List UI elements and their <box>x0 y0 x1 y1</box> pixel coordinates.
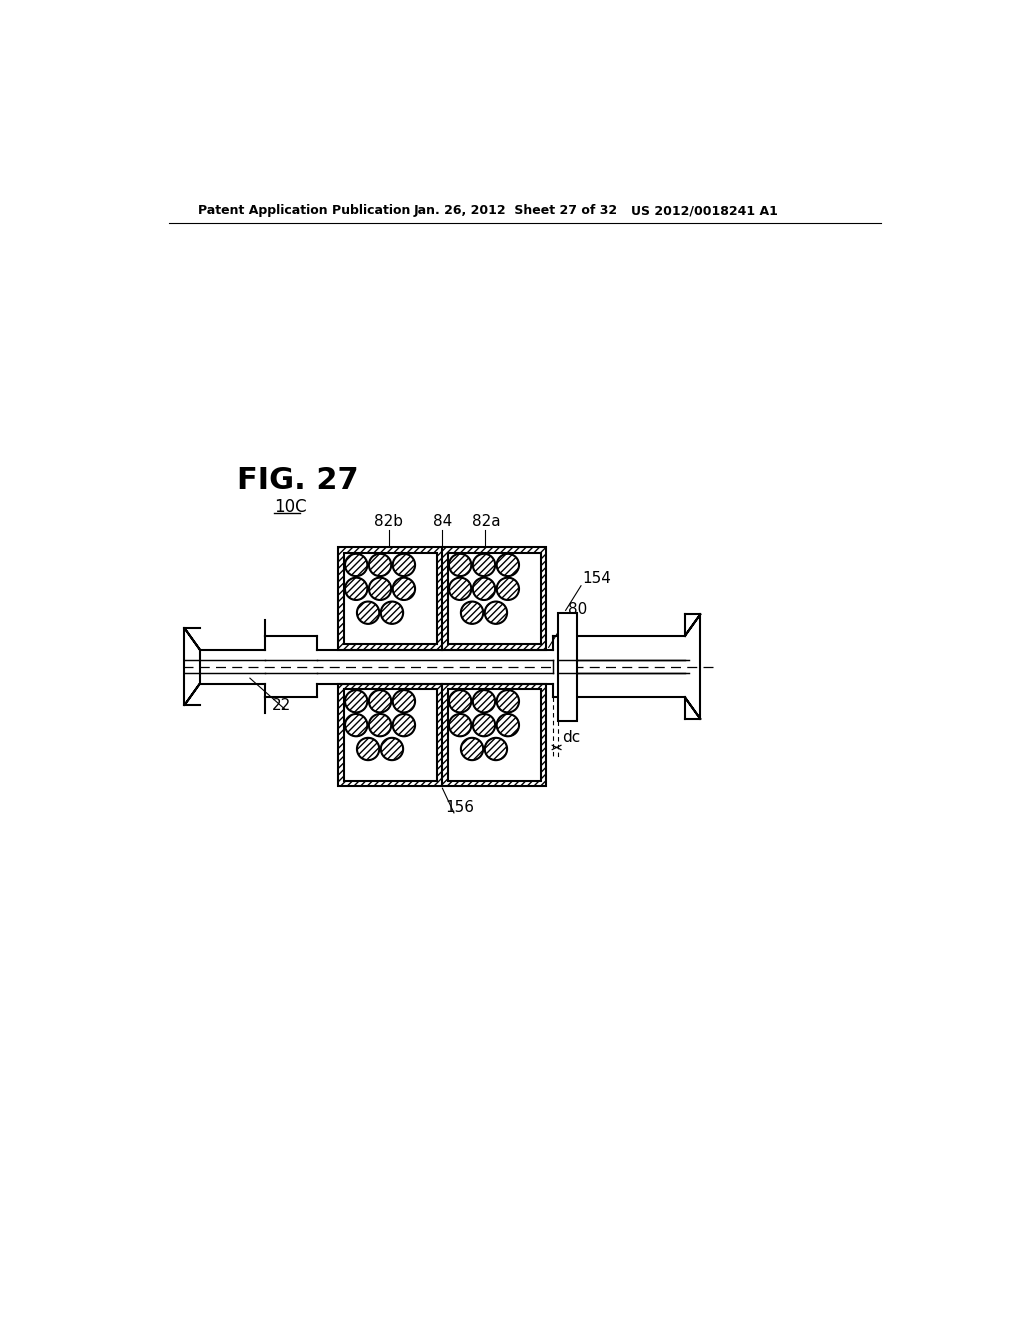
Circle shape <box>473 554 496 576</box>
Circle shape <box>449 578 471 601</box>
Circle shape <box>345 690 368 713</box>
Circle shape <box>497 714 519 737</box>
Bar <box>339 548 547 649</box>
Text: 82b: 82b <box>374 513 403 529</box>
Bar <box>339 684 547 785</box>
Circle shape <box>484 602 507 624</box>
Circle shape <box>497 690 519 713</box>
Circle shape <box>393 578 415 601</box>
Circle shape <box>381 602 403 624</box>
Bar <box>344 553 437 644</box>
Circle shape <box>449 554 471 576</box>
Bar <box>339 684 547 785</box>
Circle shape <box>381 738 403 760</box>
Text: 22: 22 <box>271 698 291 713</box>
Circle shape <box>369 690 391 713</box>
Circle shape <box>393 714 415 737</box>
Bar <box>558 612 578 721</box>
Text: Jan. 26, 2012  Sheet 27 of 32: Jan. 26, 2012 Sheet 27 of 32 <box>414 205 618 218</box>
Text: dc: dc <box>562 730 580 744</box>
Text: Patent Application Publication: Patent Application Publication <box>199 205 411 218</box>
Circle shape <box>497 578 519 601</box>
Circle shape <box>449 690 471 713</box>
Bar <box>447 553 541 644</box>
Circle shape <box>357 602 379 624</box>
Circle shape <box>345 578 368 601</box>
Bar <box>447 689 541 780</box>
Circle shape <box>357 738 379 760</box>
Circle shape <box>473 578 496 601</box>
Text: 84: 84 <box>433 513 452 529</box>
Bar <box>344 689 437 780</box>
Circle shape <box>473 690 496 713</box>
Circle shape <box>461 738 483 760</box>
Circle shape <box>369 554 391 576</box>
Circle shape <box>393 554 415 576</box>
Text: 80: 80 <box>568 602 587 618</box>
Circle shape <box>449 714 471 737</box>
Circle shape <box>484 738 507 760</box>
Circle shape <box>497 554 519 576</box>
Circle shape <box>369 578 391 601</box>
Text: US 2012/0018241 A1: US 2012/0018241 A1 <box>631 205 778 218</box>
Text: FIG. 27: FIG. 27 <box>237 466 358 495</box>
Bar <box>339 548 547 649</box>
Circle shape <box>393 690 415 713</box>
Circle shape <box>473 714 496 737</box>
Text: 82a: 82a <box>472 513 501 529</box>
Circle shape <box>345 554 368 576</box>
Text: 10C: 10C <box>273 498 306 516</box>
Text: 154: 154 <box>583 570 611 586</box>
Circle shape <box>369 714 391 737</box>
Circle shape <box>461 602 483 624</box>
Text: 156: 156 <box>445 800 474 816</box>
Circle shape <box>345 714 368 737</box>
